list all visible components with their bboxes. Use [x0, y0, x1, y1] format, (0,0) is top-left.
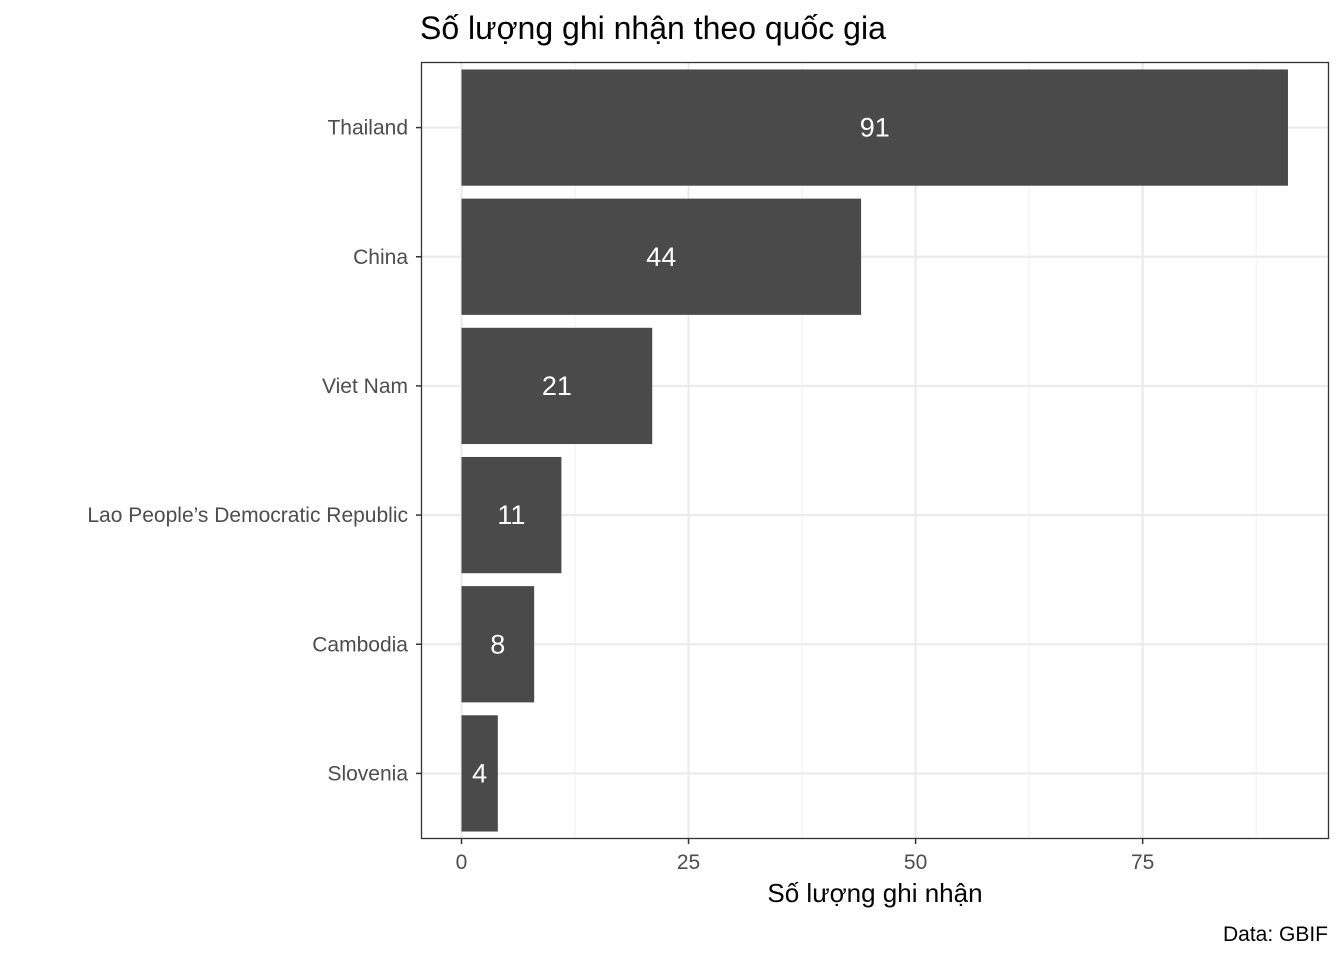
- x-tick-label: 25: [677, 851, 700, 874]
- bar-value-label: 4: [472, 758, 487, 788]
- y-tick-label: China: [353, 246, 408, 269]
- bar: [461, 586, 535, 703]
- bar: [461, 198, 862, 315]
- x-axis-title: Số lượng ghi nhận: [767, 878, 982, 908]
- y-tick-label: Slovenia: [327, 762, 408, 785]
- panel-border: [420, 61, 1330, 840]
- bar: [461, 69, 1288, 186]
- x-tick-label: 50: [904, 851, 927, 874]
- bar-value-label: 21: [542, 371, 572, 401]
- bar: [461, 715, 498, 832]
- bar-value-label: 11: [497, 500, 525, 530]
- bar-value-label: 8: [490, 629, 505, 659]
- chart-caption: Data: GBIF: [1223, 923, 1328, 946]
- bar: [461, 327, 653, 445]
- y-tick-label: Thailand: [327, 117, 408, 140]
- bar: [461, 456, 562, 574]
- y-axis: Thailand China Viet Nam Lao People’s Democr…: [87, 117, 422, 785]
- x-axis: 0 25 50 75: [456, 838, 1154, 874]
- y-tick-label: Lao People’s Democratic Republic: [87, 504, 408, 527]
- y-tick-label: Viet Nam: [322, 375, 408, 398]
- y-tick-label: Cambodia: [312, 633, 408, 656]
- x-tick-label: 75: [1131, 851, 1154, 874]
- bars-group: [461, 69, 1288, 832]
- bar-value-label: 91: [860, 113, 890, 143]
- chart-title: Số lượng ghi nhận theo quốc gia: [420, 10, 886, 46]
- bar-labels-group: 91 44 21 11 8 4: [472, 113, 890, 789]
- x-tick-label: 0: [456, 851, 468, 874]
- bar-value-label: 44: [646, 242, 676, 272]
